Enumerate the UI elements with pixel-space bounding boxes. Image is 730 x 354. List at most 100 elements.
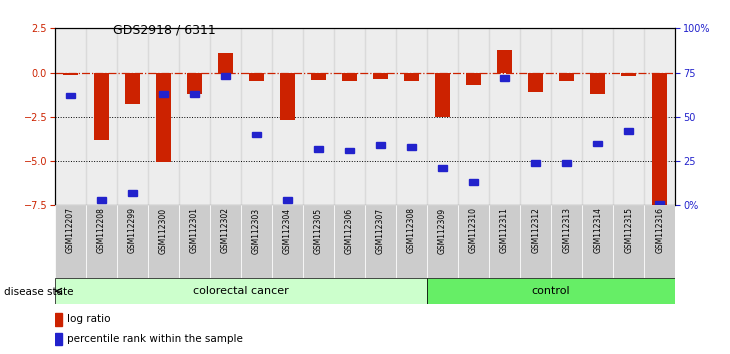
Bar	[63, 73, 78, 75]
Text: log ratio: log ratio	[66, 314, 110, 325]
Text: GSM112303: GSM112303	[252, 207, 261, 253]
Text: GSM112299: GSM112299	[128, 207, 137, 253]
Bar	[55, 333, 61, 346]
Text: colorectal cancer: colorectal cancer	[193, 286, 289, 296]
Text: GSM112315: GSM112315	[624, 207, 633, 253]
Bar	[489, 205, 520, 278]
Text: GSM112207: GSM112207	[66, 207, 74, 253]
Bar	[190, 91, 199, 97]
Bar	[404, 73, 419, 81]
Bar	[345, 148, 354, 153]
Bar	[55, 205, 86, 278]
Bar	[613, 28, 645, 205]
Bar	[241, 28, 272, 205]
Bar	[117, 28, 147, 205]
Bar	[155, 73, 171, 162]
Text: GSM112314: GSM112314	[593, 207, 602, 253]
Bar	[520, 28, 551, 205]
Text: percentile rank within the sample: percentile rank within the sample	[66, 334, 242, 344]
Bar	[645, 28, 675, 205]
Text: GSM112302: GSM112302	[221, 207, 230, 253]
Bar	[272, 205, 303, 278]
Bar	[551, 205, 583, 278]
Bar	[656, 201, 664, 206]
Bar	[590, 73, 605, 94]
Bar	[407, 144, 416, 150]
Bar	[55, 28, 86, 205]
Bar	[55, 278, 427, 304]
Text: GSM112307: GSM112307	[376, 207, 385, 253]
Bar	[147, 205, 179, 278]
Bar	[86, 205, 117, 278]
Bar	[218, 53, 233, 73]
Bar	[365, 28, 396, 205]
Bar	[458, 205, 489, 278]
Bar	[583, 205, 613, 278]
Bar	[314, 146, 323, 152]
Bar	[280, 73, 295, 120]
Bar	[187, 73, 202, 94]
Bar	[396, 205, 427, 278]
Bar	[117, 205, 147, 278]
Bar	[221, 73, 230, 79]
Bar	[427, 28, 458, 205]
Bar	[373, 73, 388, 79]
Bar	[528, 73, 543, 92]
Text: GSM112313: GSM112313	[562, 207, 571, 253]
Bar	[252, 132, 261, 137]
Bar	[125, 73, 140, 104]
Bar	[427, 278, 675, 304]
Bar	[559, 73, 575, 81]
Text: GSM112300: GSM112300	[159, 207, 168, 253]
Bar	[376, 142, 385, 148]
Text: GSM112304: GSM112304	[283, 207, 292, 253]
Text: GSM112306: GSM112306	[345, 207, 354, 253]
Text: GSM112312: GSM112312	[531, 207, 540, 253]
Bar	[427, 205, 458, 278]
Bar	[469, 179, 478, 185]
Bar	[55, 313, 61, 326]
Bar	[489, 28, 520, 205]
Bar	[645, 205, 675, 278]
Bar	[210, 28, 241, 205]
Bar	[147, 28, 179, 205]
Bar	[396, 28, 427, 205]
Bar	[334, 205, 365, 278]
Bar	[159, 91, 168, 97]
Bar	[97, 197, 106, 203]
Bar	[435, 73, 450, 117]
Bar	[210, 205, 241, 278]
Bar	[531, 160, 540, 166]
Bar	[272, 28, 303, 205]
Bar	[551, 28, 583, 205]
Bar	[624, 128, 633, 134]
Bar	[621, 73, 637, 76]
Bar	[365, 205, 396, 278]
Bar	[303, 205, 334, 278]
Bar	[283, 197, 292, 203]
Bar	[520, 205, 551, 278]
Bar	[311, 73, 326, 80]
Bar	[303, 28, 334, 205]
Bar	[466, 73, 481, 85]
Bar	[66, 93, 74, 98]
Bar	[128, 190, 137, 196]
Bar	[583, 28, 613, 205]
Bar	[179, 28, 210, 205]
Bar	[241, 205, 272, 278]
Text: GSM112305: GSM112305	[314, 207, 323, 253]
Text: GSM112311: GSM112311	[500, 207, 509, 253]
Text: GSM112301: GSM112301	[190, 207, 199, 253]
Bar	[179, 205, 210, 278]
Text: GSM112316: GSM112316	[656, 207, 664, 253]
Bar	[497, 50, 512, 73]
Bar	[593, 141, 602, 146]
Text: GSM112208: GSM112208	[97, 207, 106, 253]
Bar	[613, 205, 645, 278]
Bar	[500, 75, 509, 81]
Text: GSM112308: GSM112308	[407, 207, 416, 253]
Text: disease state: disease state	[4, 287, 73, 297]
Text: GSM112310: GSM112310	[469, 207, 478, 253]
Bar	[342, 73, 357, 81]
Text: GDS2918 / 6311: GDS2918 / 6311	[113, 23, 216, 36]
